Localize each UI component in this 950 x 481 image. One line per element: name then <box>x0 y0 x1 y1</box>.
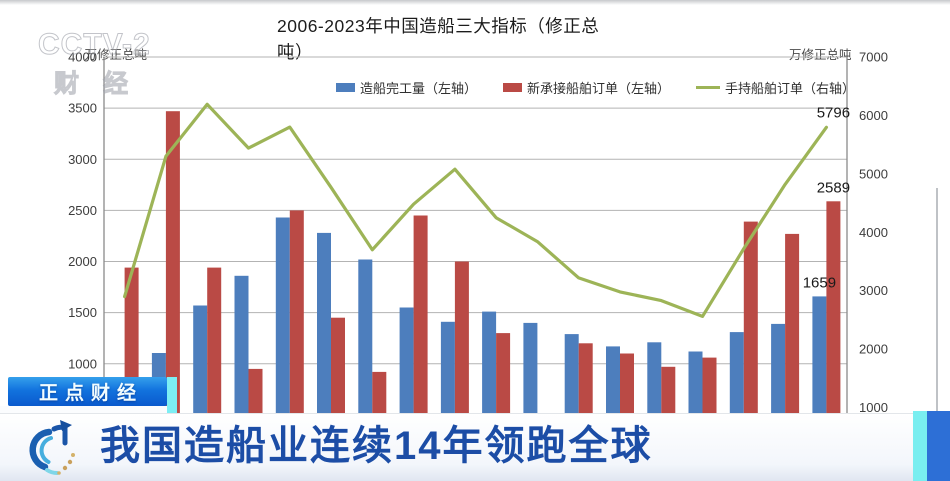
chart-title-line1: 2006-2023年中国造船三大指标（修正总 <box>277 16 600 36</box>
bar-new-orders-2023 <box>826 201 841 413</box>
bar-completions-2018 <box>606 346 620 413</box>
frame-divider-line <box>936 188 938 413</box>
legend-label-0: 造船完工量（左轴） <box>360 81 478 96</box>
right-tick-7000: 7000 <box>859 50 888 65</box>
bar-new-orders-2012 <box>372 371 387 413</box>
legend-swatch-0 <box>336 83 355 92</box>
bar-new-orders-2008 <box>207 267 222 413</box>
data-label-order-backlog-2023: 5796 <box>817 104 850 121</box>
badge-accent-stripe <box>167 377 177 413</box>
bar-completions-2016 <box>523 322 538 413</box>
program-badge-label: 正点财经 <box>38 383 143 404</box>
bar-new-orders-2014 <box>454 261 469 413</box>
bar-completions-2010 <box>275 217 290 413</box>
bar-completions-2022 <box>771 323 786 413</box>
bar-completions-2015 <box>482 311 497 413</box>
band-corner-block <box>927 411 950 481</box>
bar-completions-2020 <box>688 351 703 413</box>
right-tick-3000: 3000 <box>859 283 888 298</box>
bar-completions-2023 <box>812 296 827 413</box>
legend-item-completions: 造船完工量（左轴） <box>336 78 477 97</box>
bar-completions-2017 <box>564 334 579 413</box>
bar-completions-2009 <box>234 275 249 413</box>
right-tick-1000: 1000 <box>859 400 888 415</box>
legend-swatch-1 <box>503 83 523 92</box>
bar-new-orders-2011 <box>331 317 345 413</box>
bar-new-orders-2015 <box>496 333 511 413</box>
line-order-backlog <box>122 102 829 318</box>
left-tick-1500: 1500 <box>68 305 97 320</box>
headline-band <box>0 413 913 481</box>
data-label-completions-2023: 1659 <box>803 274 836 291</box>
bar-new-orders-2017 <box>578 343 593 413</box>
left-tick-1000: 1000 <box>68 356 97 371</box>
legend-label-2: 手持船舶订单（右轴） <box>725 81 856 96</box>
bar-completions-2013 <box>399 307 414 413</box>
right-tick-4000: 4000 <box>859 225 888 240</box>
chart-legend: 造船完工量（左轴） 新承接船舶订单（左轴） 手持船舶订单（右轴） <box>336 78 855 97</box>
left-tick-3500: 3500 <box>68 101 97 116</box>
badge-underlay <box>0 406 169 413</box>
news-headline: 我国造船业连续14年领跑全球 <box>100 424 653 468</box>
circular-arrow-icon <box>29 420 75 476</box>
bar-new-orders-2021 <box>743 221 758 413</box>
bar-new-orders-2007 <box>165 111 180 413</box>
left-axis-unit: 万修正总吨 <box>84 48 147 62</box>
bar-new-orders-2006 <box>124 267 139 413</box>
left-tick-4000: 4000 <box>68 50 97 65</box>
legend-label-1: 新承接船舶订单（左轴） <box>527 81 671 96</box>
bar-completions-2012 <box>358 259 373 413</box>
bar-new-orders-2010 <box>289 210 304 413</box>
bar-completions-2021 <box>729 332 744 413</box>
program-badge: 正点财经 <box>8 377 167 406</box>
data-label-new-orders-2023: 2589 <box>817 179 850 196</box>
bar-new-orders-2009 <box>248 368 263 413</box>
right-tick-6000: 6000 <box>859 108 888 123</box>
bar-completions-2011 <box>317 232 331 413</box>
left-tick-2500: 2500 <box>68 203 97 218</box>
bar-new-orders-2018 <box>620 353 634 413</box>
left-tick-3000: 3000 <box>68 152 97 167</box>
bar-completions-2008 <box>193 305 208 413</box>
screen-top-edge <box>0 0 950 5</box>
right-tick-5000: 5000 <box>859 166 888 181</box>
legend-item-order-backlog: 手持船舶订单（右轴） <box>696 78 855 97</box>
band-accent-stripe <box>913 411 927 481</box>
right-axis-unit: 万修正总吨 <box>789 48 852 62</box>
bar-completions-2014 <box>440 321 455 413</box>
bar-new-orders-2019 <box>661 366 676 413</box>
legend-swatch-2 <box>696 85 721 90</box>
legend-item-new-orders: 新承接船舶订单（左轴） <box>503 78 670 97</box>
left-tick-2000: 2000 <box>68 254 97 269</box>
bar-new-orders-2020 <box>702 357 717 413</box>
bar-new-orders-2022 <box>785 233 800 413</box>
right-tick-2000: 2000 <box>859 342 888 357</box>
bar-new-orders-2013 <box>413 215 428 413</box>
bar-completions-2019 <box>647 342 662 413</box>
